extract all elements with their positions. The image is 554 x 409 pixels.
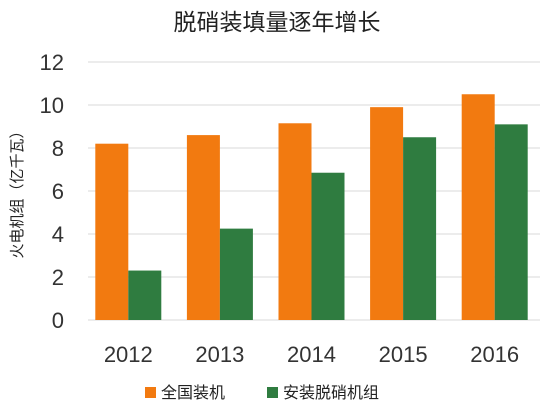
- legend: 全国装机 安装脱硝机组: [145, 383, 379, 402]
- bar-2014-series-1: [311, 172, 345, 320]
- bar-2012-series-1: [128, 270, 162, 320]
- x-axis-ticks: 2012 2013 2014 2015 2016: [104, 342, 519, 367]
- y-tick-label: 4: [52, 222, 64, 247]
- bar-2013-series-0: [186, 135, 220, 320]
- x-tick-label: 2012: [104, 342, 153, 367]
- y-tick-label: 0: [52, 308, 64, 333]
- bar-2014-series-0: [278, 123, 312, 321]
- x-tick-label: 2014: [287, 342, 336, 367]
- bar-2013-series-1: [219, 228, 253, 320]
- bar-2015-series-0: [370, 107, 404, 321]
- legend-swatch: [145, 387, 156, 398]
- bar-2016-series-1: [494, 124, 528, 320]
- bar-2016-series-0: [461, 94, 495, 320]
- y-tick-label: 2: [52, 265, 64, 290]
- legend-label: 安装脱硝机组: [283, 383, 379, 402]
- y-axis-ticks: 0 2 4 6 8 10 12: [40, 50, 64, 333]
- y-tick-label: 6: [52, 179, 64, 204]
- y-tick-label: 8: [52, 136, 64, 161]
- x-tick-label: 2015: [379, 342, 428, 367]
- legend-swatch: [267, 387, 278, 398]
- y-axis-label: 火电机组（亿千瓦）: [8, 123, 26, 258]
- legend-label: 全国装机: [161, 383, 225, 402]
- bar-2012-series-0: [95, 143, 129, 320]
- x-tick-label: 2016: [470, 342, 519, 367]
- chart-title: 脱硝装填量逐年增长: [174, 10, 381, 36]
- bars: [95, 94, 528, 321]
- y-tick-label: 10: [40, 93, 64, 118]
- x-tick-label: 2013: [195, 342, 244, 367]
- bar-2015-series-1: [403, 137, 437, 320]
- y-tick-label: 12: [40, 50, 64, 75]
